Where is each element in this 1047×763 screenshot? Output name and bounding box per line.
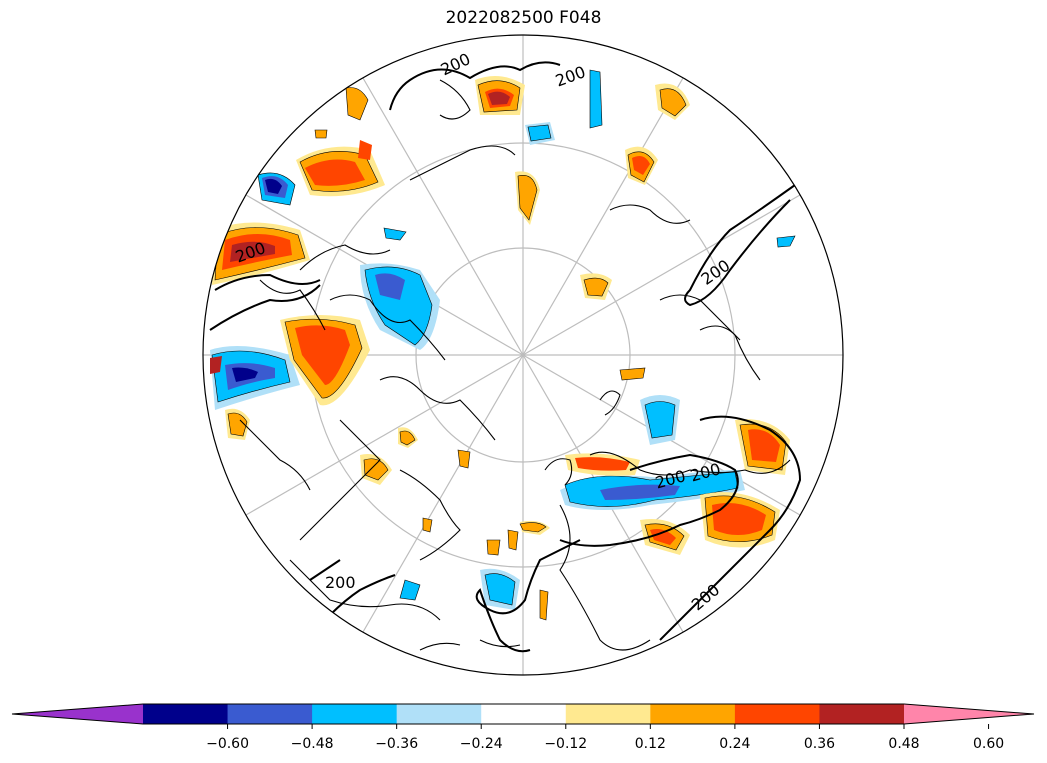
map-title: 2022082500 F048: [445, 8, 602, 28]
positive-anomaly-darkred: [210, 91, 510, 374]
colorbar-box: [227, 704, 313, 724]
colorbar-tick-label: 0.12: [635, 736, 666, 752]
colorbar-extend-min: [12, 704, 143, 724]
colorbar-tick-label: 0.48: [888, 736, 919, 752]
map-boundary: [202, 34, 844, 676]
colorbar-box: [143, 704, 229, 724]
colorbar-tick-label: −0.60: [206, 736, 249, 752]
colorbar-box: [650, 704, 736, 724]
contour-label: 200: [325, 573, 356, 592]
colorbar-box: [819, 704, 905, 724]
colorbar-tick-label: 0.24: [719, 736, 750, 752]
colorbar-box: [312, 704, 398, 724]
colorbar-extend-max: [904, 704, 1034, 724]
colorbar: −0.60 −0.48 −0.36 −0.24 −0.12 0.12 0.24 0.36 0.4…: [11, 703, 1035, 752]
colorbar-box: [734, 704, 820, 724]
colorbar-tick-label: −0.12: [544, 736, 587, 752]
colorbar-box: [481, 704, 567, 724]
colorbar-tick-label: −0.48: [291, 736, 334, 752]
map-disc: 200 200 200 200 200 200 200 200: [203, 35, 843, 675]
colorbar-box: [396, 704, 482, 724]
colorbar-tick-label: −0.36: [375, 736, 418, 752]
colorbar-tick-label: −0.24: [460, 736, 503, 752]
coastlines: [239, 79, 791, 651]
colorbar-box: [565, 704, 651, 724]
negative-anomaly-darkest: [232, 178, 282, 382]
colorbar-tick-label: 0.36: [804, 736, 835, 752]
positive-anomaly-red: [222, 88, 780, 545]
colorbar-outline: [11, 703, 1035, 725]
contour-200: [209, 61, 802, 653]
colorbar-tick-label: 0.60: [973, 736, 1004, 752]
